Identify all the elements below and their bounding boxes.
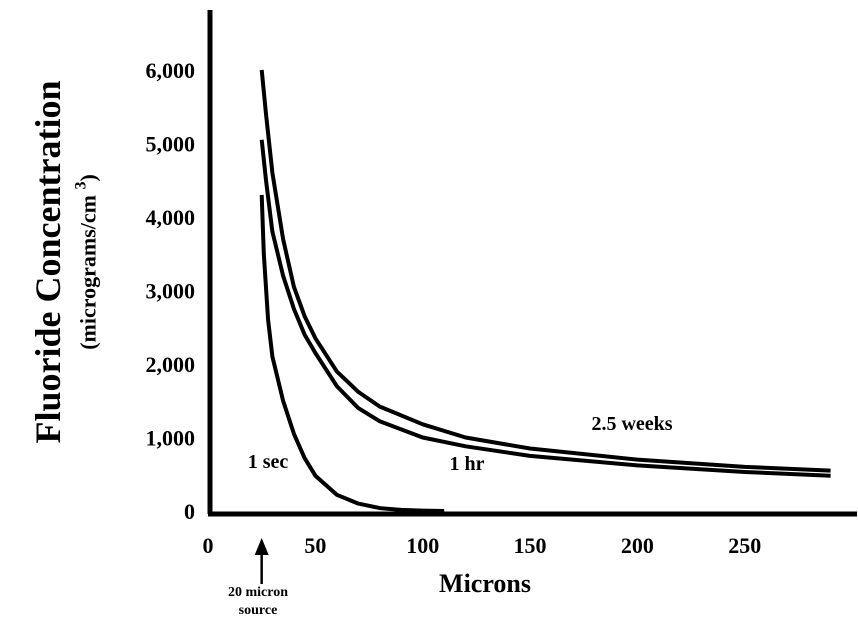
y-axis-unit-exponent: 3 bbox=[72, 181, 90, 190]
y-axis-title: Fluoride Concentration bbox=[28, 80, 68, 444]
y-axis-unit: (micrograms/cm 3) bbox=[72, 174, 101, 350]
y-tick-label: 1,000 bbox=[146, 426, 196, 451]
series-line-1 bbox=[259, 139, 831, 478]
y-tick-label: 4,000 bbox=[146, 205, 196, 230]
tick-labels: 0 1,000 2,000 3,000 4,000 5,000 6,000 0 50 100 150… bbox=[146, 58, 762, 558]
y-axis-unit-suffix: ) bbox=[75, 174, 101, 182]
source-note-line2: source bbox=[238, 603, 278, 618]
y-tick-label: 3,000 bbox=[146, 279, 196, 304]
series-line-0 bbox=[259, 69, 831, 473]
x-tick-label: 200 bbox=[621, 533, 654, 558]
series-line-2 bbox=[259, 194, 445, 513]
axes bbox=[207, 10, 857, 517]
source-note-line1: 20 micron bbox=[227, 585, 289, 600]
x-tick-label: 150 bbox=[514, 533, 547, 558]
x-tick-label: 100 bbox=[406, 533, 439, 558]
x-tick-label: 250 bbox=[728, 533, 761, 558]
series-lines bbox=[259, 69, 831, 513]
source-note: 20 micron source bbox=[228, 584, 288, 620]
y-axis-unit-prefix: (micrograms/cm bbox=[75, 195, 101, 350]
x-tick-label: 50 bbox=[304, 533, 326, 558]
series-label-2: 1 sec bbox=[248, 451, 289, 473]
x-axis-title: Microns bbox=[439, 569, 531, 598]
series-labels: 2.5 weeks 1 hr 1 sec bbox=[248, 413, 673, 475]
y-tick-label: 0 bbox=[184, 499, 195, 524]
y-tick-label: 6,000 bbox=[146, 58, 196, 83]
y-tick-label: 5,000 bbox=[146, 132, 196, 157]
y-tick-label: 2,000 bbox=[146, 352, 196, 377]
series-label-1: 1 hr bbox=[450, 453, 485, 475]
x-tick-label: 0 bbox=[203, 533, 214, 558]
source-arrow-head bbox=[254, 538, 269, 555]
source-arrow bbox=[254, 538, 269, 584]
series-label-0: 2.5 weeks bbox=[591, 413, 672, 435]
